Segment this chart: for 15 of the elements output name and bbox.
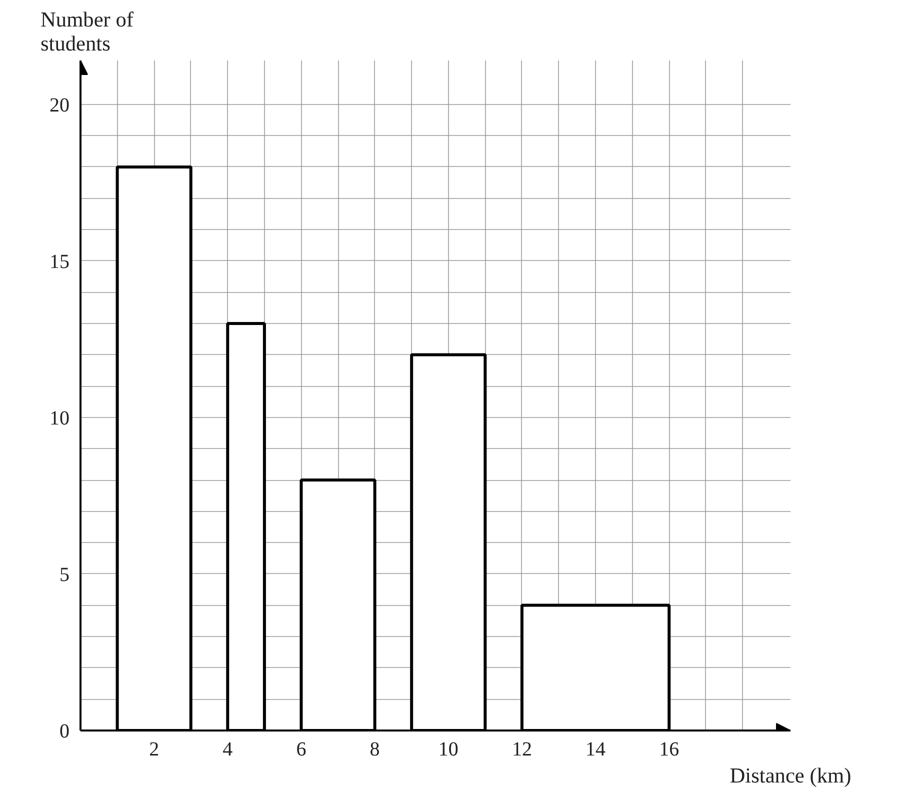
y-tick-label: 10 bbox=[50, 407, 70, 430]
x-tick-label: 4 bbox=[222, 738, 233, 760]
y-tick-label: 20 bbox=[50, 94, 70, 116]
x-tick-label: 6 bbox=[296, 738, 306, 760]
y-tick-label: 5 bbox=[60, 564, 70, 586]
y-axis-title: Number of students bbox=[40, 8, 134, 56]
y-tick-label: 0 bbox=[60, 720, 70, 742]
x-tick-label: 12 bbox=[512, 738, 532, 760]
x-axis-title: Distance (km) bbox=[730, 764, 852, 788]
x-tick-label: 14 bbox=[586, 738, 606, 760]
x-tick-label: 2 bbox=[149, 738, 160, 760]
y-tick-label: 15 bbox=[50, 250, 70, 273]
x-tick-label: 8 bbox=[370, 738, 380, 760]
x-tick-label: 16 bbox=[659, 738, 680, 760]
x-tick-label: 10 bbox=[438, 738, 458, 760]
